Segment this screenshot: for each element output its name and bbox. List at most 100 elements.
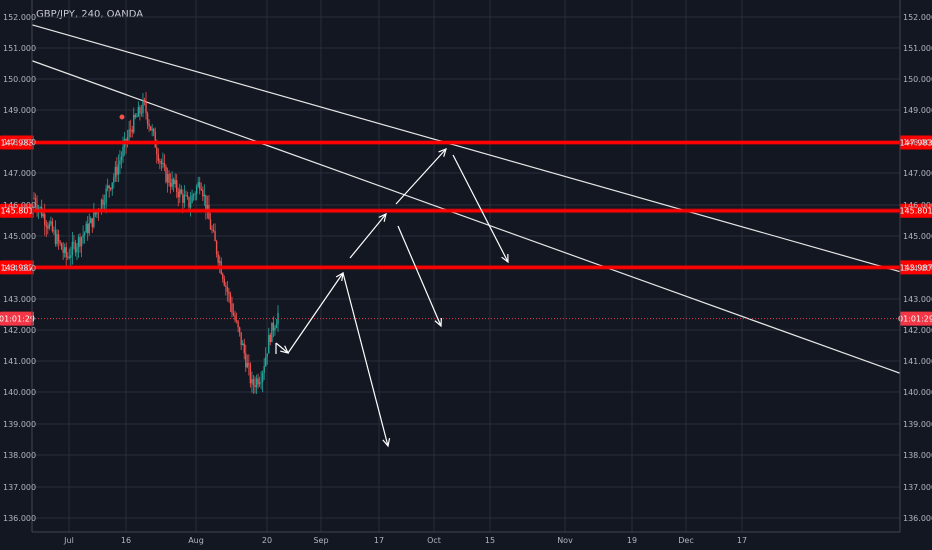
candle-body: [269, 334, 272, 343]
candle-body: [205, 194, 207, 211]
y-tick-label-right: 147.000: [903, 169, 932, 178]
arrow-head: [501, 253, 509, 264]
candle-body: [226, 286, 229, 292]
countdown-tag-right: [900, 311, 932, 326]
y-tick-label-left: 145.000: [3, 232, 36, 241]
y-tick-label-right: 138.000: [903, 451, 932, 460]
candle-body: [145, 101, 147, 114]
candle-body: [194, 193, 196, 195]
candle-body: [39, 206, 41, 209]
candle-body: [42, 214, 44, 217]
candle-body: [218, 261, 221, 263]
candle-body: [63, 247, 66, 253]
y-tick-label-left: 151.000: [3, 44, 36, 53]
x-tick-label: 16: [121, 536, 131, 545]
candle-body: [143, 99, 146, 102]
candle-body: [146, 113, 149, 124]
candle-body: [105, 188, 107, 203]
x-tick-label: Sep: [313, 536, 328, 545]
candle-body: [243, 343, 245, 354]
y-tick-label-left: 136.000: [3, 514, 36, 523]
y-tick-label-left: 142.000: [3, 326, 36, 335]
candle-body: [268, 334, 270, 354]
candle-body: [57, 234, 60, 242]
candle-body: [275, 324, 278, 329]
countdown-label-left: 01:01:29: [0, 315, 35, 324]
chart-title: GBP/JPY, 240, OANDA: [36, 9, 144, 20]
trendline[interactable]: [31, 60, 901, 374]
candle-body: [82, 234, 84, 238]
projection-arrow: [395, 148, 447, 205]
projection-arrows: [275, 147, 509, 448]
candle-body: [50, 221, 52, 224]
candle-body: [88, 223, 90, 234]
candle-body: [191, 195, 193, 203]
candles: [33, 91, 279, 394]
candle-body: [67, 256, 69, 258]
trendlines[interactable]: [31, 24, 901, 374]
axes: 136.000 136.000 137.000 137.000 138.000 138.0…: [3, 0, 932, 545]
candle-body: [217, 253, 219, 263]
candle-body: [166, 174, 169, 183]
candle-body: [156, 147, 158, 155]
candle-body: [53, 230, 55, 232]
x-tick-label: Nov: [557, 536, 573, 545]
candle-body: [59, 241, 61, 244]
level-tag-label-right: 143.987: [899, 263, 932, 272]
candle-body: [245, 353, 247, 368]
candle-body: [87, 223, 89, 234]
candle-body: [177, 191, 179, 198]
candle-body: [255, 378, 258, 388]
candle-body: [90, 218, 92, 224]
y-tick-label-left: 147.000: [3, 169, 36, 178]
candle-body: [110, 188, 112, 190]
candle-body: [266, 353, 268, 357]
candle-body: [232, 312, 235, 316]
x-tick-label: 15: [485, 536, 495, 545]
candle-body: [142, 99, 144, 113]
candle-body: [94, 212, 97, 215]
y-tick-label-left: 152.000: [3, 13, 36, 22]
candle-body: [74, 243, 77, 253]
candle-body: [114, 166, 117, 178]
y-tick-label-left: 141.000: [3, 357, 36, 366]
candle-body: [168, 174, 170, 184]
candle-body: [36, 205, 38, 211]
y-tick-label-right: 145.000: [903, 232, 932, 241]
candle-body: [189, 202, 192, 208]
candle-body: [228, 291, 230, 295]
y-tick-label-left: 139.000: [3, 420, 36, 429]
candle-body: [80, 237, 83, 247]
candle-body: [137, 107, 140, 117]
candle-body: [176, 180, 178, 192]
candle-body: [122, 146, 124, 157]
y-tick-label-right: 151.000: [903, 44, 932, 53]
candle-body: [85, 223, 87, 233]
candle-body: [100, 199, 103, 211]
projection-arrow: [452, 154, 509, 263]
arrow-head: [434, 317, 442, 328]
candle-body: [180, 189, 183, 194]
candle-body: [240, 332, 242, 346]
candle-body: [263, 365, 265, 373]
trendline[interactable]: [31, 24, 901, 273]
candle-body: [102, 199, 104, 205]
horizontal-levels[interactable]: 147.983 147.983 145.801 145.801 143.987 143.9…: [0, 135, 932, 326]
candle-body: [185, 195, 187, 197]
y-tick-label-right: 150.000: [903, 75, 932, 84]
candle-body: [48, 223, 51, 229]
candle-body: [162, 163, 164, 165]
candle-body: [202, 189, 204, 197]
candle-body: [237, 321, 239, 328]
y-tick-label-right: 140.000: [903, 388, 932, 397]
candle-body: [136, 116, 138, 118]
candle-body: [96, 211, 98, 215]
candle-body: [157, 154, 160, 161]
candle-body: [238, 327, 241, 333]
candle-body: [111, 182, 113, 190]
y-tick-label-left: 144.000: [3, 264, 36, 273]
y-tick-label-right: 148.000: [903, 138, 932, 147]
candle-body: [133, 114, 135, 133]
candle-body: [151, 129, 153, 131]
